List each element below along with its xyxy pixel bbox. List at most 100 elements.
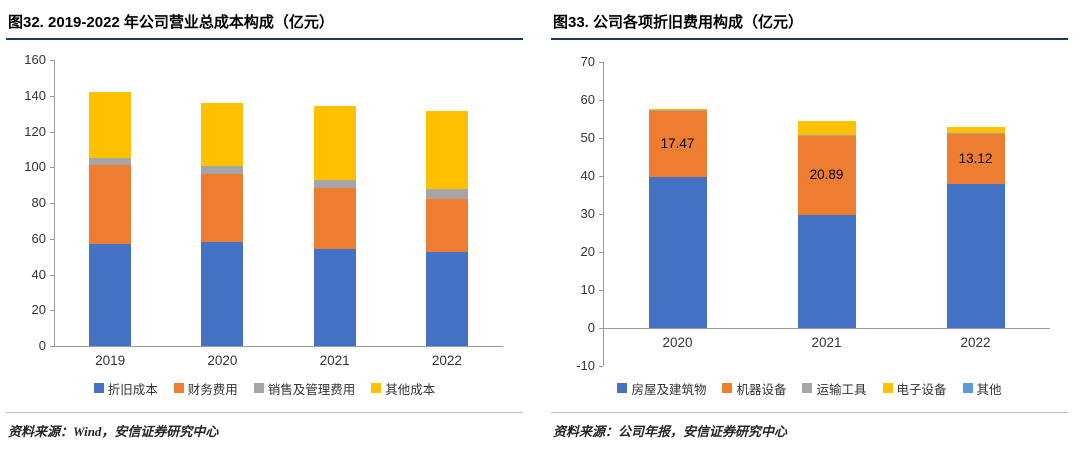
x-axis-line	[54, 346, 503, 347]
legend-item: 折旧成本	[93, 379, 158, 398]
y-axis-tick-label: 50	[580, 130, 595, 145]
legend-swatch	[173, 383, 184, 393]
y-axis-tick-label: 60	[31, 230, 46, 246]
figure-32-source-divider	[6, 412, 523, 413]
bar-segment	[89, 244, 132, 346]
figure-33-stacked-bar-chart: -10 0 10 20 30 40 50 60 70 2020 2021 2022 17.47 20.89…	[551, 48, 1068, 376]
y-axis-tick-mark	[50, 167, 54, 169]
legend-swatch	[962, 383, 973, 393]
bar-segment	[313, 106, 356, 180]
y-axis-tick-mark	[599, 214, 603, 215]
legend-label: 财务费用	[187, 382, 238, 397]
legend-item: 机器设备	[722, 379, 786, 398]
legend-label: 折旧成本	[107, 382, 158, 397]
x-axis-category-label: 2022	[431, 353, 462, 368]
legend-label: 电子设备	[896, 382, 947, 397]
figure-32-title: 图32. 2019-2022 年公司营业总成本构成（亿元）	[8, 14, 334, 31]
x-axis-category-label: 2020	[207, 353, 238, 368]
legend-label: 其他成本	[385, 382, 436, 397]
y-axis-tick-mark	[599, 176, 603, 177]
legend-item: 其他	[962, 379, 1002, 398]
y-axis-tick-mark	[50, 238, 54, 240]
figure-33-title-rule	[551, 38, 1068, 40]
figure-32-stacked-bar-chart: 0 20 40 60 80 100 120 140 160 2019 2020 2021 2022	[6, 48, 523, 376]
y-axis-tick-label: 0	[587, 320, 595, 335]
x-axis-category-label: 2022	[960, 335, 991, 350]
bar-segment	[201, 166, 244, 175]
figure-33-legend: 房屋及建筑物 机器设备 运输工具 电子设备 其他	[551, 378, 1068, 398]
legend-swatch	[371, 383, 382, 393]
legend-swatch	[617, 383, 628, 393]
figure-32-title-rule	[6, 38, 523, 40]
legend-swatch	[722, 383, 733, 393]
bar-segment	[313, 179, 356, 188]
bar-segment	[797, 215, 856, 328]
bar-segment	[425, 198, 468, 253]
legend-label: 机器设备	[736, 382, 787, 397]
bar-segment	[89, 158, 132, 165]
figure-33-title: 图33. 公司各项折旧费用构成（亿元）	[553, 14, 804, 31]
x-axis-category-label: 2019	[95, 353, 126, 368]
legend-item: 财务费用	[173, 379, 238, 398]
y-axis-line	[54, 60, 55, 346]
y-axis-tick-label: 120	[24, 123, 46, 139]
y-axis-tick-label: 70	[580, 54, 595, 69]
legend-label: 运输工具	[816, 382, 867, 397]
y-axis-tick-label: 40	[31, 266, 46, 282]
bar-segment	[946, 183, 1005, 328]
bar-segment	[797, 134, 856, 136]
bar-segment	[946, 134, 1005, 184]
y-axis-tick-label: 100	[24, 159, 46, 175]
bar-data-label: 13.12	[958, 151, 993, 167]
y-axis-tick-mark	[599, 252, 603, 253]
bar-segment	[797, 120, 856, 135]
y-axis-line	[603, 62, 604, 366]
bar-segment	[313, 248, 356, 346]
bar-segment	[201, 242, 244, 346]
y-axis-tick-label: 20	[31, 302, 46, 318]
figure-32-legend: 折旧成本 财务费用 销售及管理费用 其他成本	[6, 378, 523, 398]
x-axis-category-label: 2021	[811, 335, 842, 350]
y-axis-tick-mark	[599, 62, 603, 63]
x-axis-category-label: 2020	[662, 335, 693, 350]
panel-figure-33: 图33. 公司各项折旧费用构成（亿元） -10 0 10 20 30 40 50 60 70 20…	[551, 6, 1068, 440]
legend-swatch	[253, 383, 264, 393]
bar-segment	[201, 102, 244, 167]
y-axis-tick-mark	[50, 60, 54, 61]
y-axis-tick-label: 30	[580, 206, 595, 221]
legend-swatch	[93, 383, 104, 393]
y-axis-tick-mark	[599, 138, 603, 139]
figure-33-source-divider	[551, 412, 1068, 413]
bar-segment	[89, 164, 132, 245]
bar-segment	[201, 174, 244, 243]
x-axis-category-label: 2021	[319, 353, 350, 368]
legend-swatch	[802, 383, 813, 393]
legend-label: 销售及管理费用	[267, 382, 356, 397]
y-axis-tick-label: 40	[580, 168, 595, 183]
bar-segment	[946, 133, 1005, 135]
y-axis-tick-label: 80	[31, 195, 46, 210]
y-axis-tick-label: -10	[576, 358, 595, 373]
bar-segment	[313, 187, 356, 249]
y-axis-tick-label: 20	[580, 244, 595, 259]
legend-label: 其他	[976, 382, 1002, 397]
bar-data-label: 17.47	[660, 135, 695, 151]
bar-segment	[648, 110, 707, 178]
bar-segment	[89, 92, 132, 159]
y-axis-tick-mark	[599, 290, 603, 291]
bar-segment	[797, 135, 856, 216]
y-axis-tick-mark	[599, 328, 603, 329]
y-axis-tick-label: 10	[580, 282, 595, 297]
legend-item: 其他成本	[371, 379, 435, 398]
report-charts-row: 图32. 2019-2022 年公司营业总成本构成（亿元） 0 20 40 60 80 1…	[6, 6, 1068, 440]
bar-segment	[425, 188, 468, 199]
y-axis-tick-mark	[50, 95, 54, 97]
y-axis-tick-mark	[50, 131, 54, 133]
bar-segment	[425, 110, 468, 189]
y-axis-tick-mark	[599, 366, 603, 367]
legend-label: 房屋及建筑物	[631, 382, 707, 397]
legend-swatch	[882, 383, 893, 393]
y-axis-tick-label: 160	[24, 52, 46, 67]
x-axis-line	[603, 328, 1050, 329]
y-axis-tick-mark	[50, 346, 54, 347]
